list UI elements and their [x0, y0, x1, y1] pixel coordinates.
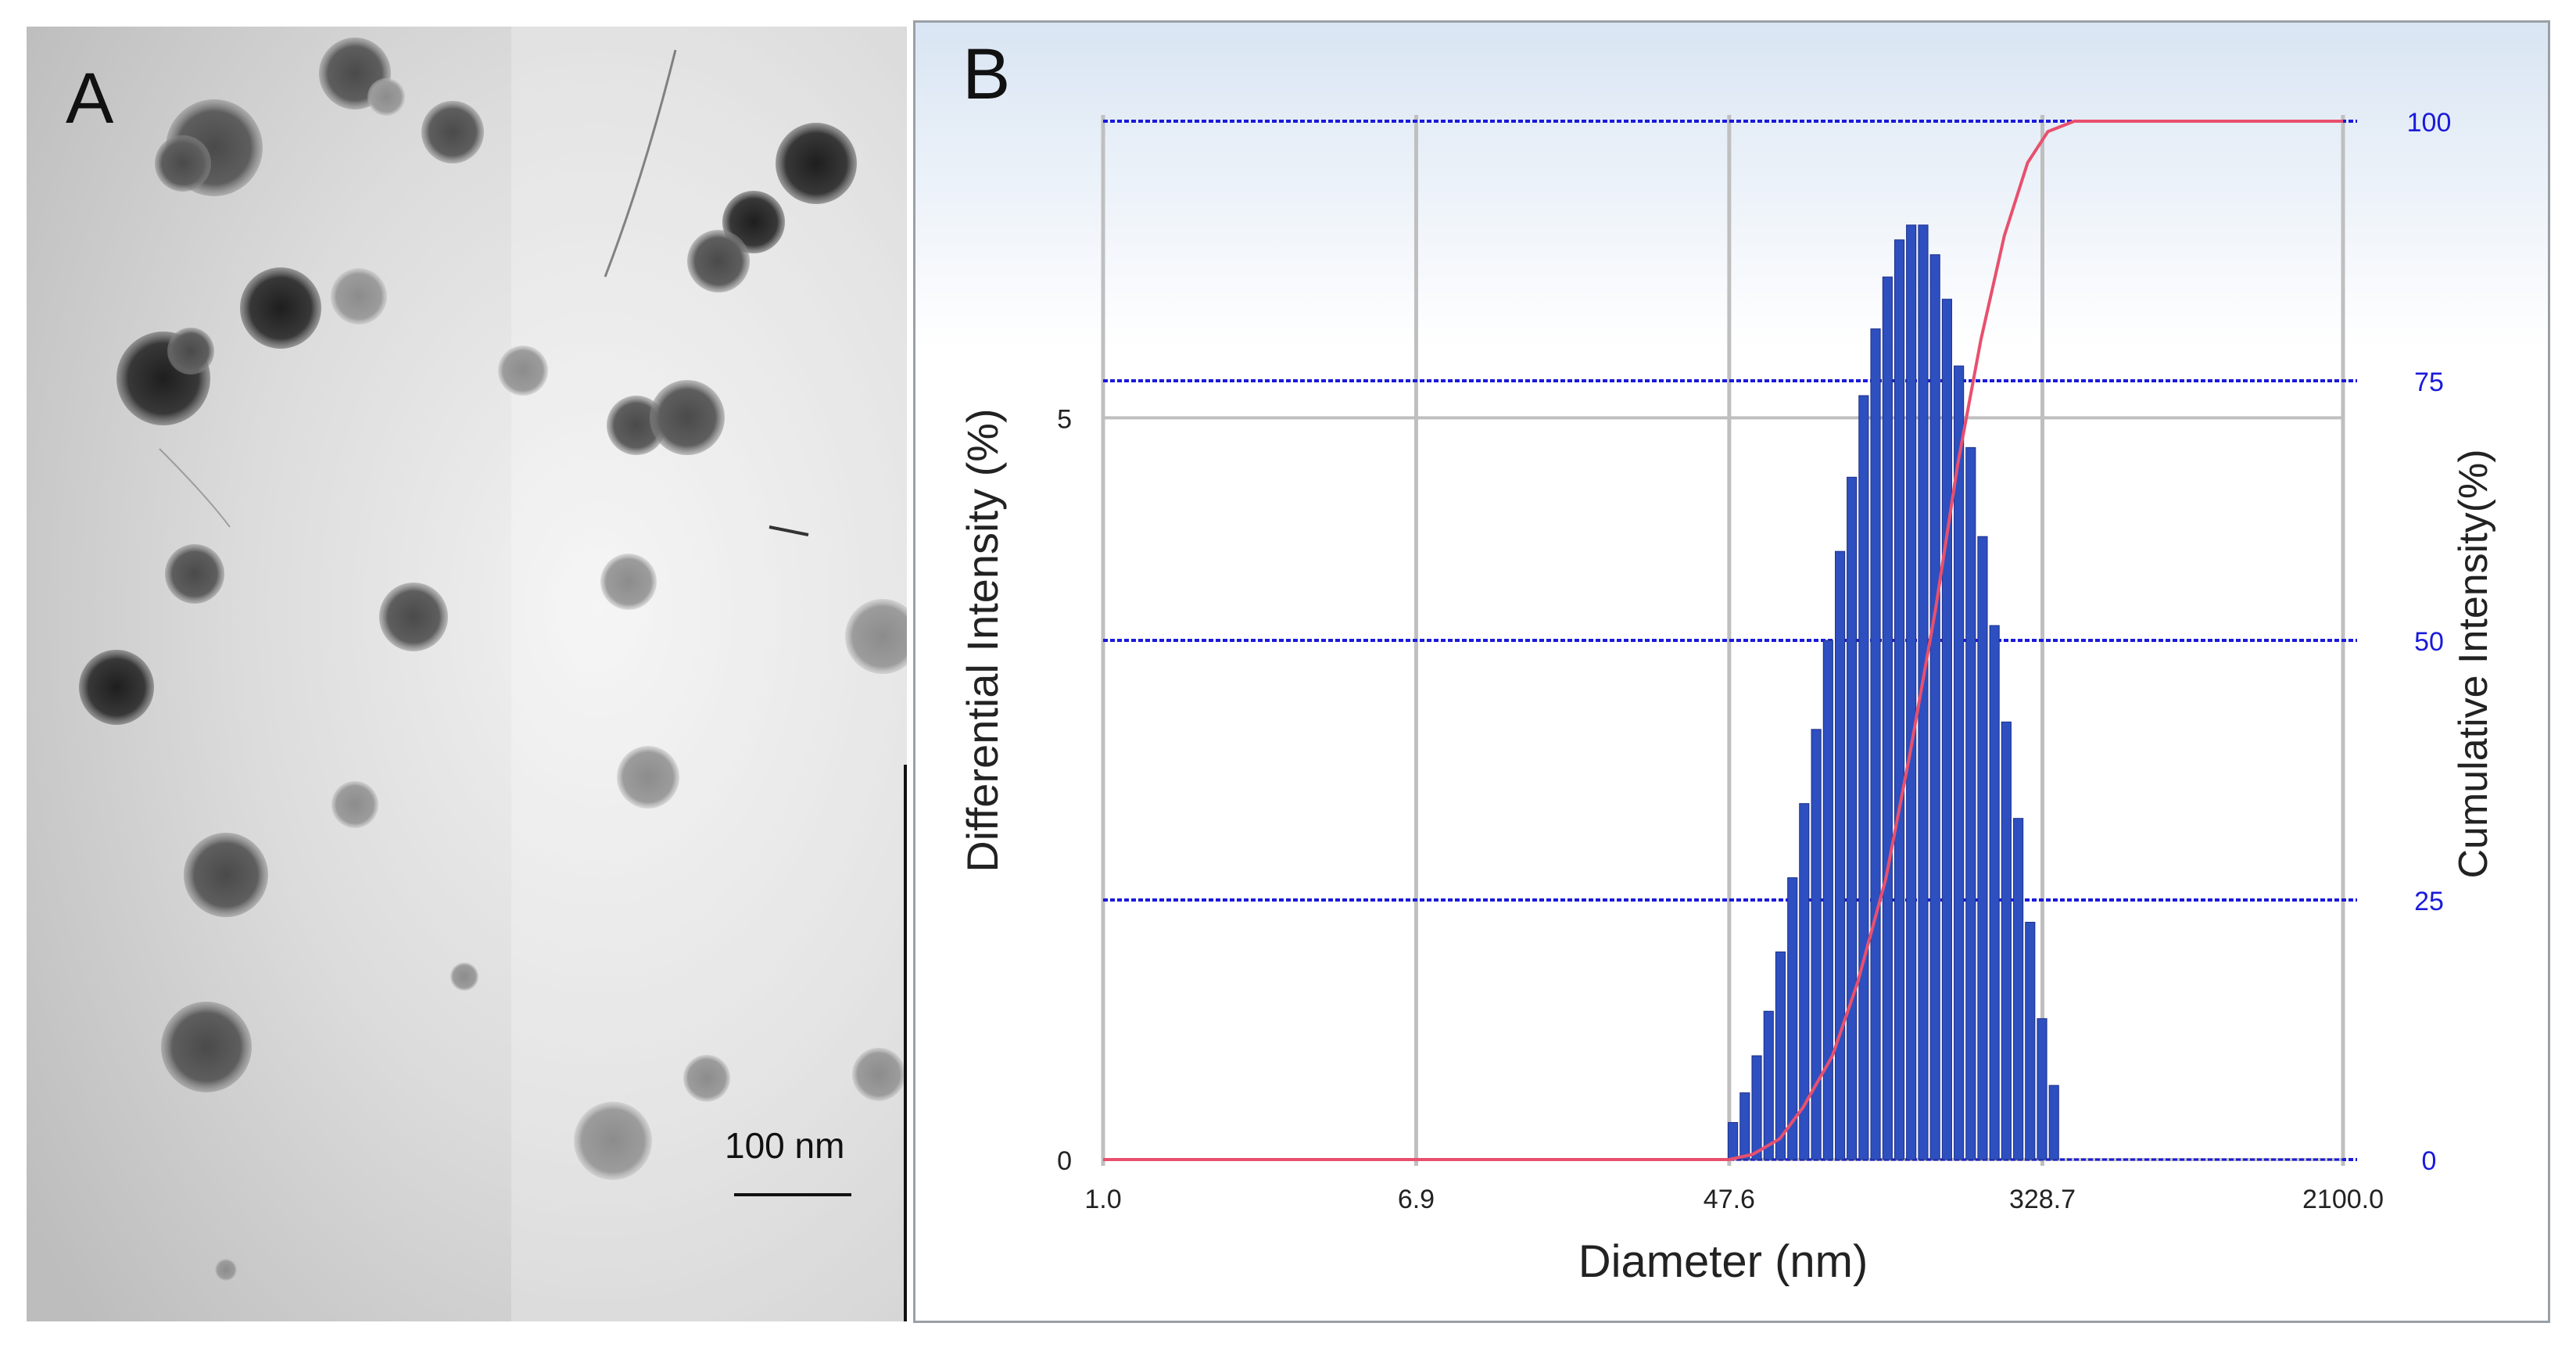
distribution-bar	[2013, 818, 2024, 1160]
distribution-bar	[2048, 1084, 2059, 1160]
distribution-bar	[1989, 625, 2000, 1160]
distribution-bar	[1835, 550, 1846, 1160]
distribution-bar	[2025, 921, 2036, 1160]
distribution-bar	[1847, 476, 1858, 1160]
distribution-bar	[1977, 536, 1988, 1160]
distribution-bar	[1941, 299, 1952, 1160]
distribution-bar	[1906, 224, 1917, 1160]
x-tick-label: 2100.0	[2302, 1185, 2384, 1214]
size-distribution-panel: B 1.0 6.9 47.6 328.7 2100.0 0 25 50 75 100 0 5 Diame…	[913, 20, 2550, 1323]
cumulative-intensity-line	[1103, 120, 2343, 1161]
distribution-bar	[1929, 254, 1940, 1160]
x-tick-label: 328.7	[2009, 1185, 2076, 1214]
micrograph-image	[27, 27, 907, 1321]
distribution-bar	[1882, 276, 1893, 1160]
y2-tick-label: 100	[2407, 108, 2452, 138]
scale-bar-label: 100 nm	[725, 1125, 845, 1166]
distribution-bar	[1751, 1055, 1762, 1160]
tem-micrograph: A 100 nm	[27, 27, 907, 1321]
distribution-bar	[1965, 446, 1976, 1160]
distribution-bar	[1728, 1122, 1739, 1160]
y-tick-label: 5	[1057, 404, 1072, 434]
x-tick-label: 47.6	[1704, 1185, 1755, 1214]
y-tick-label: 0	[1057, 1146, 1072, 1176]
y2-axis-label: Cumulative Intensity(%)	[2451, 449, 2496, 878]
distribution-bar	[1893, 239, 1905, 1160]
distribution-bar	[1799, 803, 1810, 1160]
x-axis-label: Diameter (nm)	[1578, 1236, 1868, 1287]
y2-tick-label: 75	[2414, 367, 2444, 397]
distribution-bar	[2037, 1018, 2048, 1160]
y-axis-label: Differential Intensity (%)	[958, 408, 1007, 872]
distribution-bar	[2001, 721, 2012, 1160]
panel-a-label: A	[66, 59, 114, 138]
y2-tick-label: 0	[2422, 1146, 2437, 1176]
distribution-bar	[1775, 951, 1786, 1160]
distribution-bar	[1787, 877, 1798, 1160]
size-distribution-chart: 1.0 6.9 47.6 328.7 2100.0 0 25 50 75 100 0 5 Diamete…	[958, 108, 2496, 1287]
y2-tick-label: 50	[2414, 627, 2444, 657]
distribution-bar	[1870, 328, 1881, 1160]
x-tick-label: 1.0	[1084, 1185, 1121, 1214]
x-tick-label: 6.9	[1398, 1185, 1435, 1214]
distribution-bar	[1763, 1010, 1774, 1160]
panel-b-label: B	[962, 34, 1011, 114]
distribution-bar	[1822, 640, 1833, 1160]
distribution-bar	[1954, 365, 1965, 1160]
distribution-bar	[1811, 729, 1822, 1160]
y2-tick-label: 25	[2414, 887, 2444, 916]
distribution-bar	[1739, 1092, 1750, 1160]
distribution-bar	[1918, 224, 1929, 1160]
distribution-bar	[1858, 395, 1869, 1160]
